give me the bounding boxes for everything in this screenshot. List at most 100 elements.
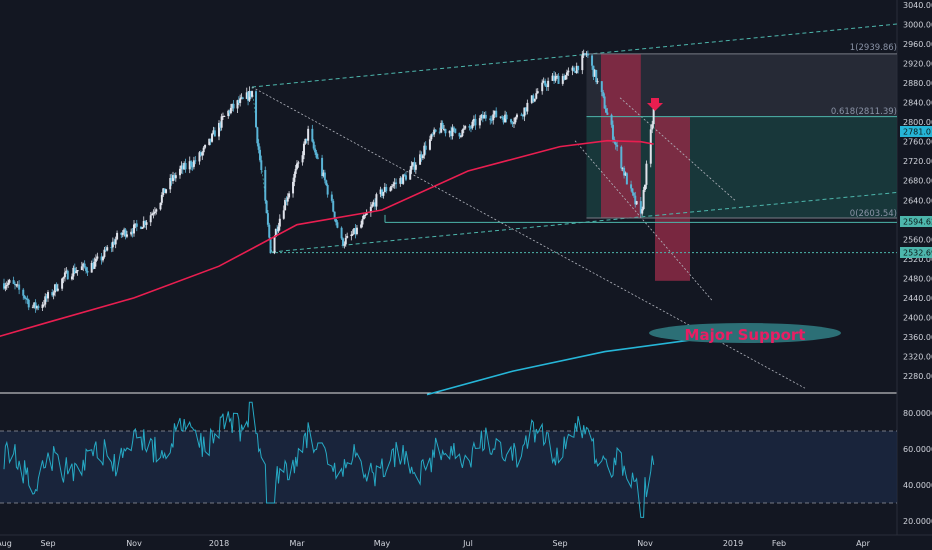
candle — [492, 110, 495, 125]
candle — [393, 178, 396, 189]
candle — [450, 126, 453, 140]
rsi-tick-label: 40.0000 — [903, 481, 932, 490]
candle — [82, 262, 85, 272]
candle — [421, 154, 424, 161]
candle — [316, 153, 319, 160]
candle — [472, 115, 475, 127]
candle — [340, 226, 343, 240]
candle — [542, 77, 545, 84]
candle — [602, 89, 605, 99]
x-tick-label: Apr — [856, 539, 871, 548]
candle — [556, 74, 559, 79]
candle — [451, 124, 454, 140]
x-tick-label: Feb — [772, 539, 786, 548]
candle — [229, 103, 232, 115]
candle — [510, 118, 513, 125]
x-tick-label: Mar — [289, 539, 305, 548]
candle — [269, 237, 272, 254]
candle — [330, 191, 333, 203]
candle — [194, 156, 197, 165]
candle — [184, 158, 187, 173]
candle — [428, 135, 431, 151]
candle — [420, 151, 423, 162]
x-tick-label: May — [374, 539, 391, 548]
candle — [149, 212, 152, 227]
y-tick-label: 2920.00 — [903, 60, 932, 69]
candle — [123, 227, 126, 237]
candle — [25, 296, 27, 304]
candle — [90, 260, 93, 273]
candle — [315, 149, 318, 159]
candle — [564, 74, 567, 80]
candle — [180, 161, 183, 174]
candle — [96, 252, 99, 261]
candle — [481, 111, 484, 123]
candle — [468, 124, 471, 131]
x-tick-label: 2019 — [723, 539, 743, 548]
candle — [371, 201, 374, 208]
candle — [100, 252, 103, 265]
candle — [630, 180, 633, 192]
candle — [383, 182, 386, 193]
candle — [593, 68, 596, 77]
candle — [151, 211, 154, 216]
candle — [174, 172, 177, 182]
candle — [312, 139, 315, 151]
candle — [251, 90, 254, 99]
candle — [591, 53, 594, 70]
candle — [33, 302, 36, 309]
candle — [227, 109, 230, 119]
candle — [110, 242, 113, 253]
candle — [544, 78, 547, 87]
candle — [211, 132, 214, 143]
candle — [361, 215, 364, 228]
candle — [237, 96, 240, 105]
candle — [106, 245, 109, 252]
candle — [12, 276, 15, 285]
candle — [440, 120, 443, 134]
candle — [241, 96, 244, 100]
candle — [45, 293, 48, 302]
y-tick-label: 2720.00 — [903, 157, 932, 166]
rsi-tick-label: 60.0000 — [903, 445, 932, 454]
candle — [93, 257, 96, 270]
candle — [276, 224, 279, 236]
candle — [464, 125, 467, 130]
candle — [278, 214, 281, 231]
candle — [402, 174, 405, 186]
candle — [461, 128, 464, 138]
candle — [632, 192, 635, 198]
candle — [14, 281, 16, 290]
candle — [130, 228, 133, 237]
candle — [553, 70, 556, 85]
candle — [305, 138, 308, 144]
candle — [547, 77, 550, 91]
y-tick-label: 2760.00 — [903, 138, 932, 147]
candle — [414, 162, 417, 174]
candle — [191, 161, 194, 171]
price-tag-support-2: 2532.69 — [900, 247, 932, 258]
candle — [86, 267, 89, 276]
candle — [514, 116, 517, 125]
rsi-tick-label: 80.0000 — [903, 409, 932, 418]
candle — [61, 277, 64, 291]
candle — [152, 209, 155, 219]
candle — [379, 186, 382, 198]
candle — [8, 278, 11, 285]
candle — [441, 120, 444, 130]
candle — [625, 172, 628, 185]
candle — [245, 87, 248, 100]
candle — [571, 65, 574, 76]
candle — [561, 73, 564, 86]
candle — [624, 171, 627, 177]
candle — [390, 184, 393, 191]
candle — [443, 124, 446, 132]
candle — [113, 238, 116, 246]
candle — [273, 235, 276, 255]
candle — [221, 112, 224, 120]
candle — [41, 301, 44, 312]
candle — [223, 115, 226, 117]
candle — [256, 126, 259, 147]
